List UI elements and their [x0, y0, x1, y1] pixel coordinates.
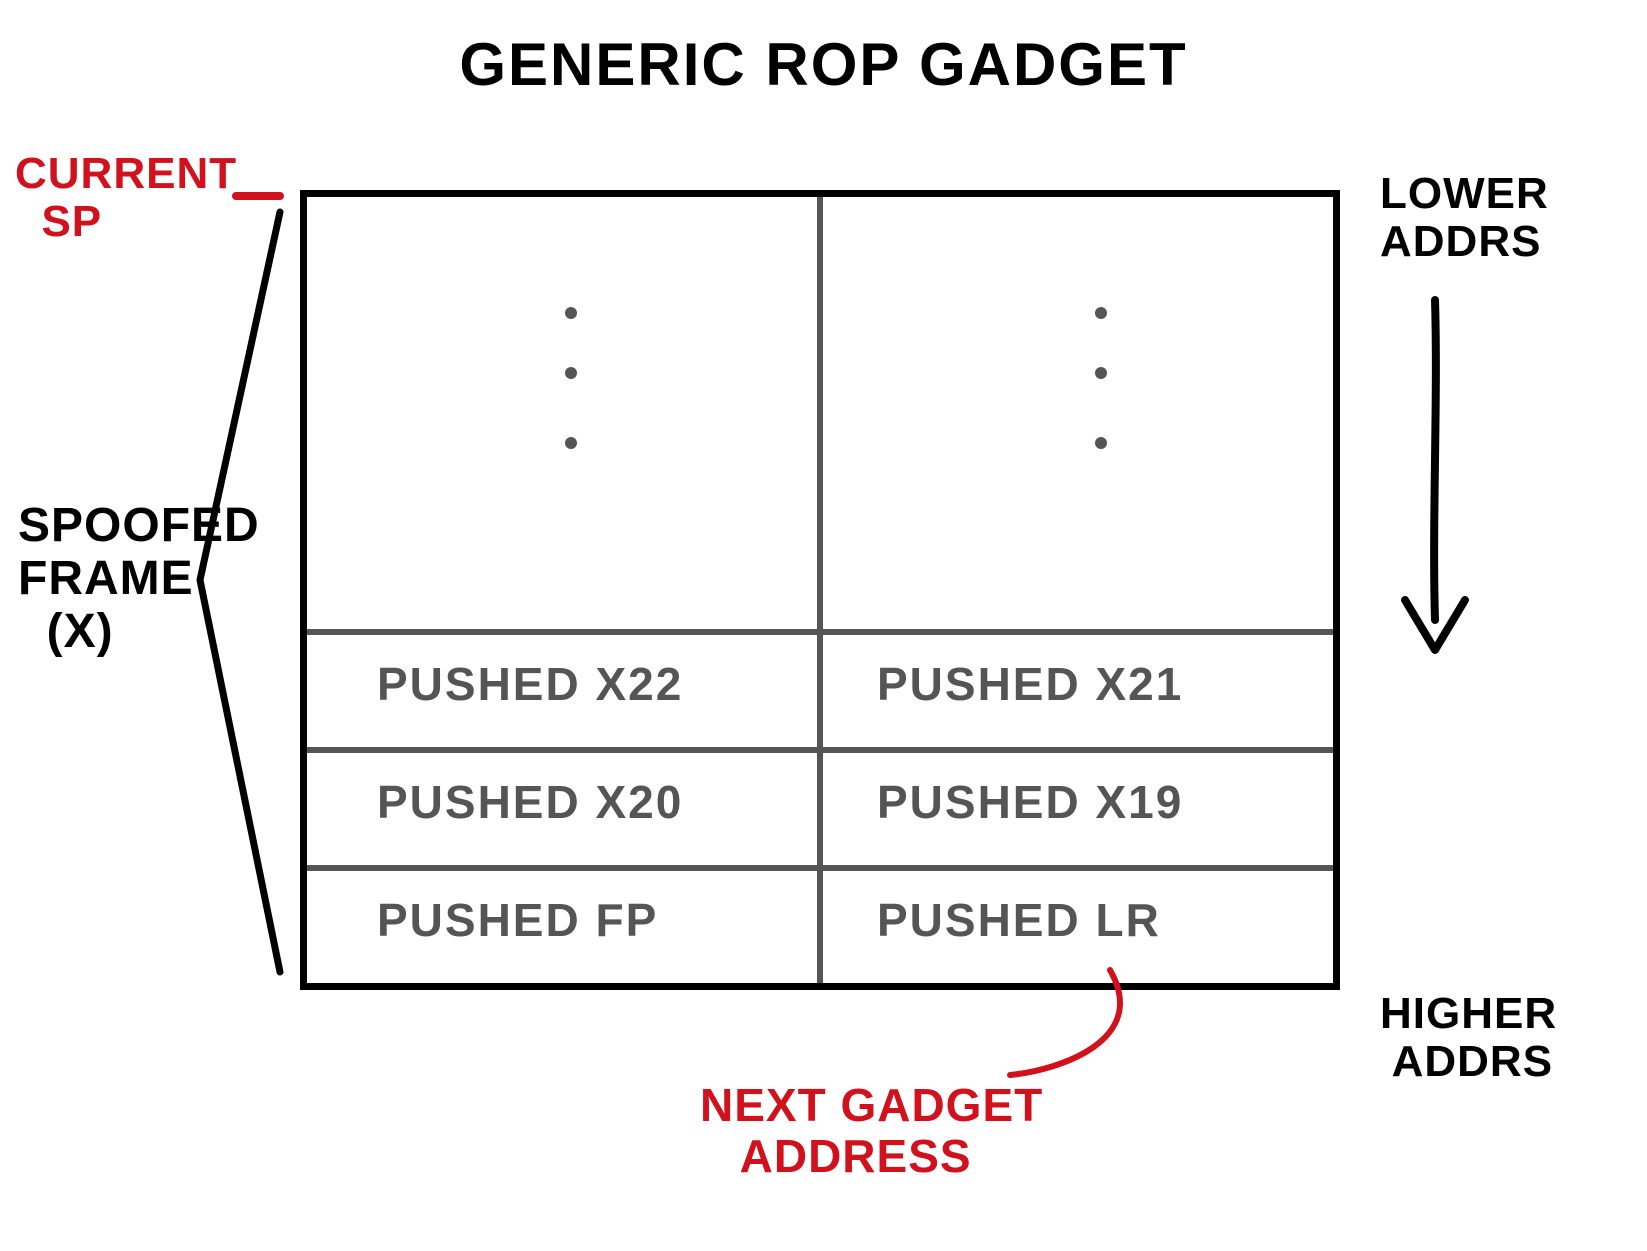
- stack-frame-box: PUSHED X22 PUSHED X21 PUSHED X20 PUSHED …: [300, 190, 1340, 990]
- ellipsis-dot: [1095, 367, 1107, 379]
- label-higher-addrs: HIGHER ADDRS: [1380, 990, 1557, 1087]
- ellipsis-dot: [565, 367, 577, 379]
- row-divider: [307, 629, 1333, 635]
- cell-pushed-x19: PUSHED X19: [877, 775, 1183, 829]
- label-spoofed-frame: SPOOFED FRAME (X): [18, 500, 260, 658]
- cell-pushed-fp: PUSHED FP: [377, 893, 658, 947]
- diagram-title: GENERIC ROP GADGET: [0, 30, 1647, 99]
- ellipsis-dot: [565, 437, 577, 449]
- sp-tick-mark: [232, 192, 284, 200]
- label-lower-addrs: LOWER ADDRS: [1380, 170, 1549, 267]
- cell-pushed-lr: PUSHED LR: [877, 893, 1161, 947]
- cell-pushed-x21: PUSHED X21: [877, 657, 1183, 711]
- ellipsis-dot: [1095, 307, 1107, 319]
- label-current-sp: CURRENT SP: [15, 150, 237, 247]
- ellipsis-dot: [1095, 437, 1107, 449]
- label-next-gadget: NEXT GADGET ADDRESS: [700, 1080, 1043, 1181]
- arrow-down-head-icon: [1405, 600, 1465, 650]
- cell-pushed-x22: PUSHED X22: [377, 657, 683, 711]
- diagram-canvas: GENERIC ROP GADGET PUSHED X22 PUSHED X21…: [0, 0, 1647, 1251]
- arrow-down-icon: [1434, 300, 1436, 620]
- row-divider: [307, 865, 1333, 871]
- cell-pushed-x20: PUSHED X20: [377, 775, 683, 829]
- row-divider: [307, 747, 1333, 753]
- ellipsis-dot: [565, 307, 577, 319]
